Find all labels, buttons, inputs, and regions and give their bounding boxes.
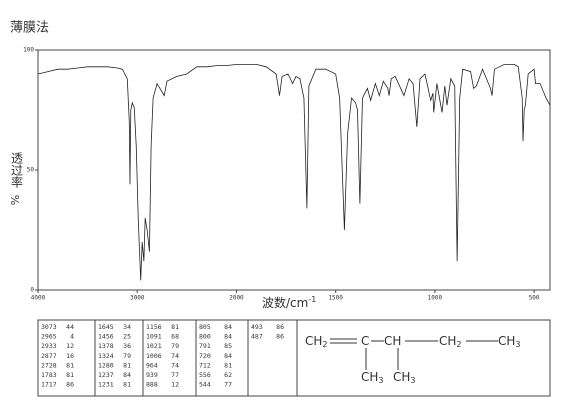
peak-wavenumber: 2728 <box>41 361 57 369</box>
peak-transmittance: 25 <box>123 333 131 341</box>
chem-group: CH3 <box>498 334 521 349</box>
peak-wavenumber: 1456 <box>98 333 114 341</box>
peak-transmittance: 44 <box>66 323 74 331</box>
chem-group: CH3 <box>393 370 416 385</box>
y-tick-label: 50 <box>27 167 35 174</box>
peak-wavenumber: 1237 <box>98 371 114 379</box>
peak-transmittance: 74 <box>171 352 179 360</box>
peak-wavenumber: 2933 <box>41 342 57 350</box>
peak-transmittance: 81 <box>171 323 179 331</box>
peak-transmittance: 74 <box>171 361 179 369</box>
x-tick-label: 3000 <box>130 295 145 302</box>
chem-group: CH <box>384 334 401 348</box>
peak-wavenumber: 1783 <box>41 371 57 379</box>
peak-wavenumber: 964 <box>146 361 158 369</box>
peak-transmittance: 85 <box>224 342 232 350</box>
peak-transmittance: 84 <box>224 323 232 331</box>
peak-wavenumber: 1280 <box>98 361 114 369</box>
chem-subscript: 2 <box>456 340 461 349</box>
chem-subscript: 3 <box>410 376 415 385</box>
peak-transmittance: 81 <box>123 361 131 369</box>
peak-wavenumber: 1156 <box>146 323 162 331</box>
peak-wavenumber: 2877 <box>41 352 57 360</box>
x-tick-label: 2000 <box>229 295 244 302</box>
peak-transmittance: 84 <box>224 333 232 341</box>
chem-atom: CH <box>439 334 456 348</box>
peak-wavenumber: 720 <box>199 352 211 360</box>
chem-group: CH3 <box>361 370 384 385</box>
peak-wavenumber: 888 <box>146 381 158 389</box>
peak-transmittance: 68 <box>171 333 179 341</box>
peak-wavenumber: 493 <box>251 323 263 331</box>
peak-transmittance: 34 <box>123 323 131 331</box>
peak-transmittance: 12 <box>171 381 179 389</box>
peak-transmittance: 81 <box>123 381 131 389</box>
peak-transmittance: 86 <box>66 381 74 389</box>
y-axis-label: 透过率 <box>10 152 24 188</box>
chem-atom: CH <box>305 334 322 348</box>
peak-transmittance: 81 <box>66 371 74 379</box>
peak-transmittance: 81 <box>224 361 232 369</box>
peak-transmittance: 81 <box>66 361 74 369</box>
x-label-sup: -1 <box>308 295 316 304</box>
spectrum-line <box>37 64 551 281</box>
chem-atom: C <box>361 334 369 348</box>
x-tick-label: 4000 <box>31 295 46 302</box>
chem-subscript: 2 <box>322 340 327 349</box>
peak-transmittance: 62 <box>224 371 232 379</box>
peak-transmittance: 84 <box>224 352 232 360</box>
peak-wavenumber: 712 <box>199 361 211 369</box>
peak-transmittance: 36 <box>123 342 131 350</box>
peak-wavenumber: 3073 <box>41 323 57 331</box>
peak-wavenumber: 1021 <box>146 342 162 350</box>
chem-atom: CH <box>384 334 401 348</box>
y-tick-label: 100 <box>23 47 34 54</box>
x-tick-label: 1000 <box>428 295 443 302</box>
peak-transmittance: 84 <box>123 371 131 379</box>
chem-group: C <box>361 334 369 348</box>
peak-transmittance: 16 <box>66 352 74 360</box>
x-axis-label: 波数/cm-1 <box>262 295 316 310</box>
peak-wavenumber: 1091 <box>146 333 162 341</box>
peak-transmittance: 77 <box>224 381 232 389</box>
peak-wavenumber: 1324 <box>98 352 114 360</box>
peak-wavenumber: 556 <box>199 371 211 379</box>
chem-subscript: 3 <box>515 340 520 349</box>
peak-transmittance: 86 <box>276 333 284 341</box>
chem-group: CH2 <box>439 334 462 349</box>
peak-wavenumber: 1006 <box>146 352 162 360</box>
chem-atom: CH <box>393 370 410 384</box>
peak-transmittance: 86 <box>276 323 284 331</box>
chem-atom: CH <box>361 370 378 384</box>
table-frame <box>37 319 551 397</box>
y-tick-label: 0 <box>30 287 34 294</box>
peak-wavenumber: 805 <box>199 323 211 331</box>
chart-title: 薄膜法 <box>10 21 49 36</box>
peak-transmittance: 4 <box>70 333 74 341</box>
peak-wavenumber: 1717 <box>41 381 57 389</box>
peak-transmittance: 79 <box>171 342 179 350</box>
peak-wavenumber: 800 <box>199 333 211 341</box>
x-tick-label: 1500 <box>328 295 343 302</box>
peak-transmittance: 12 <box>66 342 74 350</box>
peak-table: 3073 44 2965 4 2933 12 2877 16 2728 81 1783 81 1717 8… <box>41 320 298 396</box>
y-axis-unit: % <box>9 195 22 205</box>
peak-wavenumber: 1378 <box>98 342 114 350</box>
peak-wavenumber: 487 <box>251 333 263 341</box>
peak-wavenumber: 1645 <box>98 323 114 331</box>
peak-wavenumber: 791 <box>199 342 211 350</box>
peak-wavenumber: 544 <box>199 381 211 389</box>
peak-wavenumber: 1231 <box>98 381 114 389</box>
peak-wavenumber: 2965 <box>41 333 57 341</box>
chem-group: CH2 <box>305 334 328 349</box>
peak-transmittance: 77 <box>171 371 179 379</box>
peak-transmittance: 79 <box>123 352 131 360</box>
chem-atom: CH <box>498 334 515 348</box>
peak-wavenumber: 939 <box>146 371 158 379</box>
chem-subscript: 3 <box>378 376 383 385</box>
x-label-text: 波数/cm <box>262 295 308 310</box>
x-tick-label: 500 <box>529 295 540 302</box>
